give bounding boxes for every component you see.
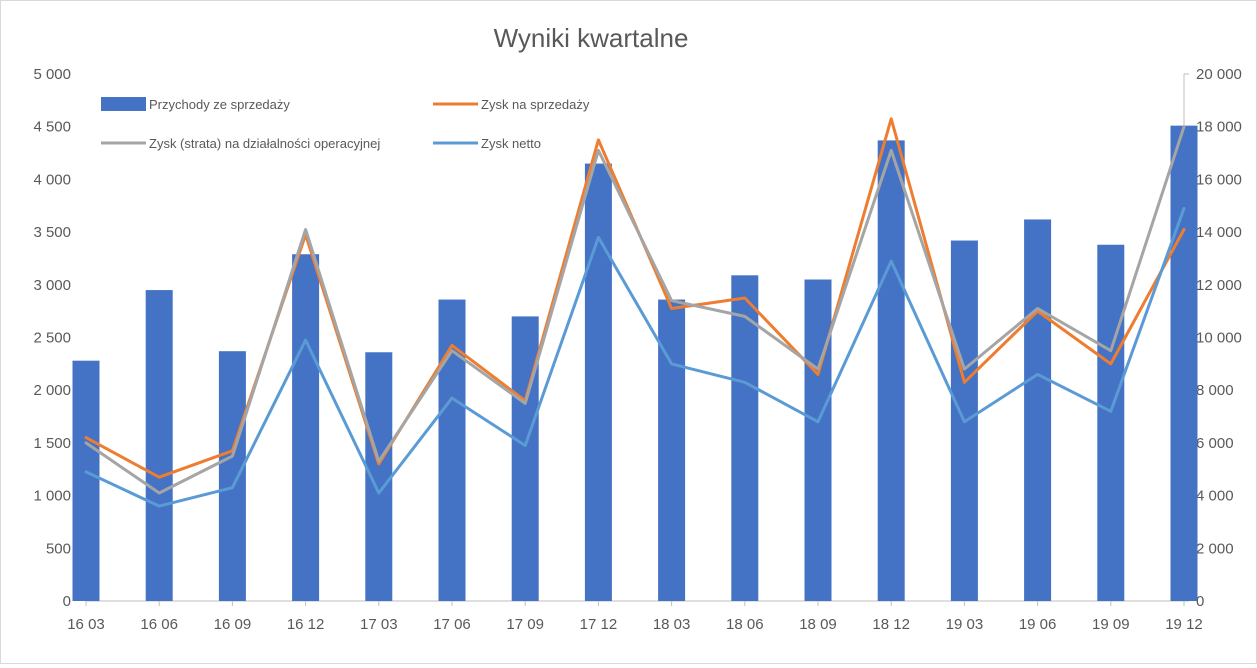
bar xyxy=(1097,244,1125,602)
y-left-tick-label: 2 000 xyxy=(33,382,71,399)
y-right-tick-label: 16 000 xyxy=(1196,171,1242,188)
bar xyxy=(511,316,539,601)
x-tick-label: 16 06 xyxy=(140,616,178,633)
y-right-tick-label: 2 000 xyxy=(1196,540,1234,557)
y-right-tick-label: 12 000 xyxy=(1196,277,1242,294)
bar xyxy=(731,275,759,601)
y-left-tick-label: 500 xyxy=(46,540,71,557)
y-left-tick-label: 4 500 xyxy=(33,119,71,136)
bar xyxy=(218,351,246,601)
x-tick-label: 19 09 xyxy=(1092,616,1130,633)
bar xyxy=(292,254,320,601)
y-right-tick-label: 10 000 xyxy=(1196,330,1242,347)
x-tick-label: 18 03 xyxy=(653,616,691,633)
bar xyxy=(1170,125,1198,602)
x-tick-label: 16 03 xyxy=(67,616,105,633)
y-left-tick-label: 5 000 xyxy=(33,66,71,83)
x-tick-label: 16 09 xyxy=(214,616,252,633)
series-line xyxy=(84,206,1186,508)
series-line xyxy=(84,125,1186,495)
y-left-tick-label: 3 500 xyxy=(33,224,71,241)
y-left-tick-label: 3 000 xyxy=(33,277,71,294)
y-right-tick-label: 0 xyxy=(1196,593,1204,610)
x-tick-label: 18 12 xyxy=(872,616,910,633)
x-tick-label: 17 03 xyxy=(360,616,398,633)
y-right-tick-label: 4 000 xyxy=(1196,488,1234,505)
x-tick-label: 17 06 xyxy=(433,616,471,633)
x-tick-label: 17 12 xyxy=(580,616,618,633)
y-right-tick-label: 18 000 xyxy=(1196,119,1242,136)
y-left-tick-label: 1 000 xyxy=(33,488,71,505)
x-tick-label: 19 06 xyxy=(1019,616,1057,633)
y-right-tick-label: 6 000 xyxy=(1196,435,1234,452)
x-tick-label: 18 09 xyxy=(799,616,837,633)
legend-label: Zysk na sprzedaży xyxy=(481,97,590,112)
y-left-tick-label: 4 000 xyxy=(33,171,71,188)
legend-label: Zysk (strata) na działalności operacyjne… xyxy=(149,136,380,151)
legend-label: Zysk netto xyxy=(481,136,541,151)
y-left-tick-label: 0 xyxy=(63,593,71,610)
bar xyxy=(584,163,612,601)
chart-title: Wyniki kwartalne xyxy=(493,23,689,53)
bar xyxy=(72,360,100,601)
bar xyxy=(804,279,832,601)
x-tick-label: 19 03 xyxy=(946,616,984,633)
y-left-tick-label: 2 500 xyxy=(33,330,71,347)
x-tick-label: 19 12 xyxy=(1165,616,1203,633)
x-tick-label: 16 12 xyxy=(287,616,325,633)
x-tick-label: 17 09 xyxy=(506,616,544,633)
bar xyxy=(145,290,173,601)
y-right-tick-label: 20 000 xyxy=(1196,66,1242,83)
legend-bar-swatch xyxy=(101,97,146,111)
x-tick-label: 18 06 xyxy=(726,616,764,633)
y-right-tick-label: 14 000 xyxy=(1196,224,1242,241)
bar xyxy=(1024,219,1052,601)
y-left-tick-label: 1 500 xyxy=(33,435,71,452)
y-right-tick-label: 8 000 xyxy=(1196,382,1234,399)
legend-label: Przychody ze sprzedaży xyxy=(149,97,290,112)
bar xyxy=(877,140,905,602)
